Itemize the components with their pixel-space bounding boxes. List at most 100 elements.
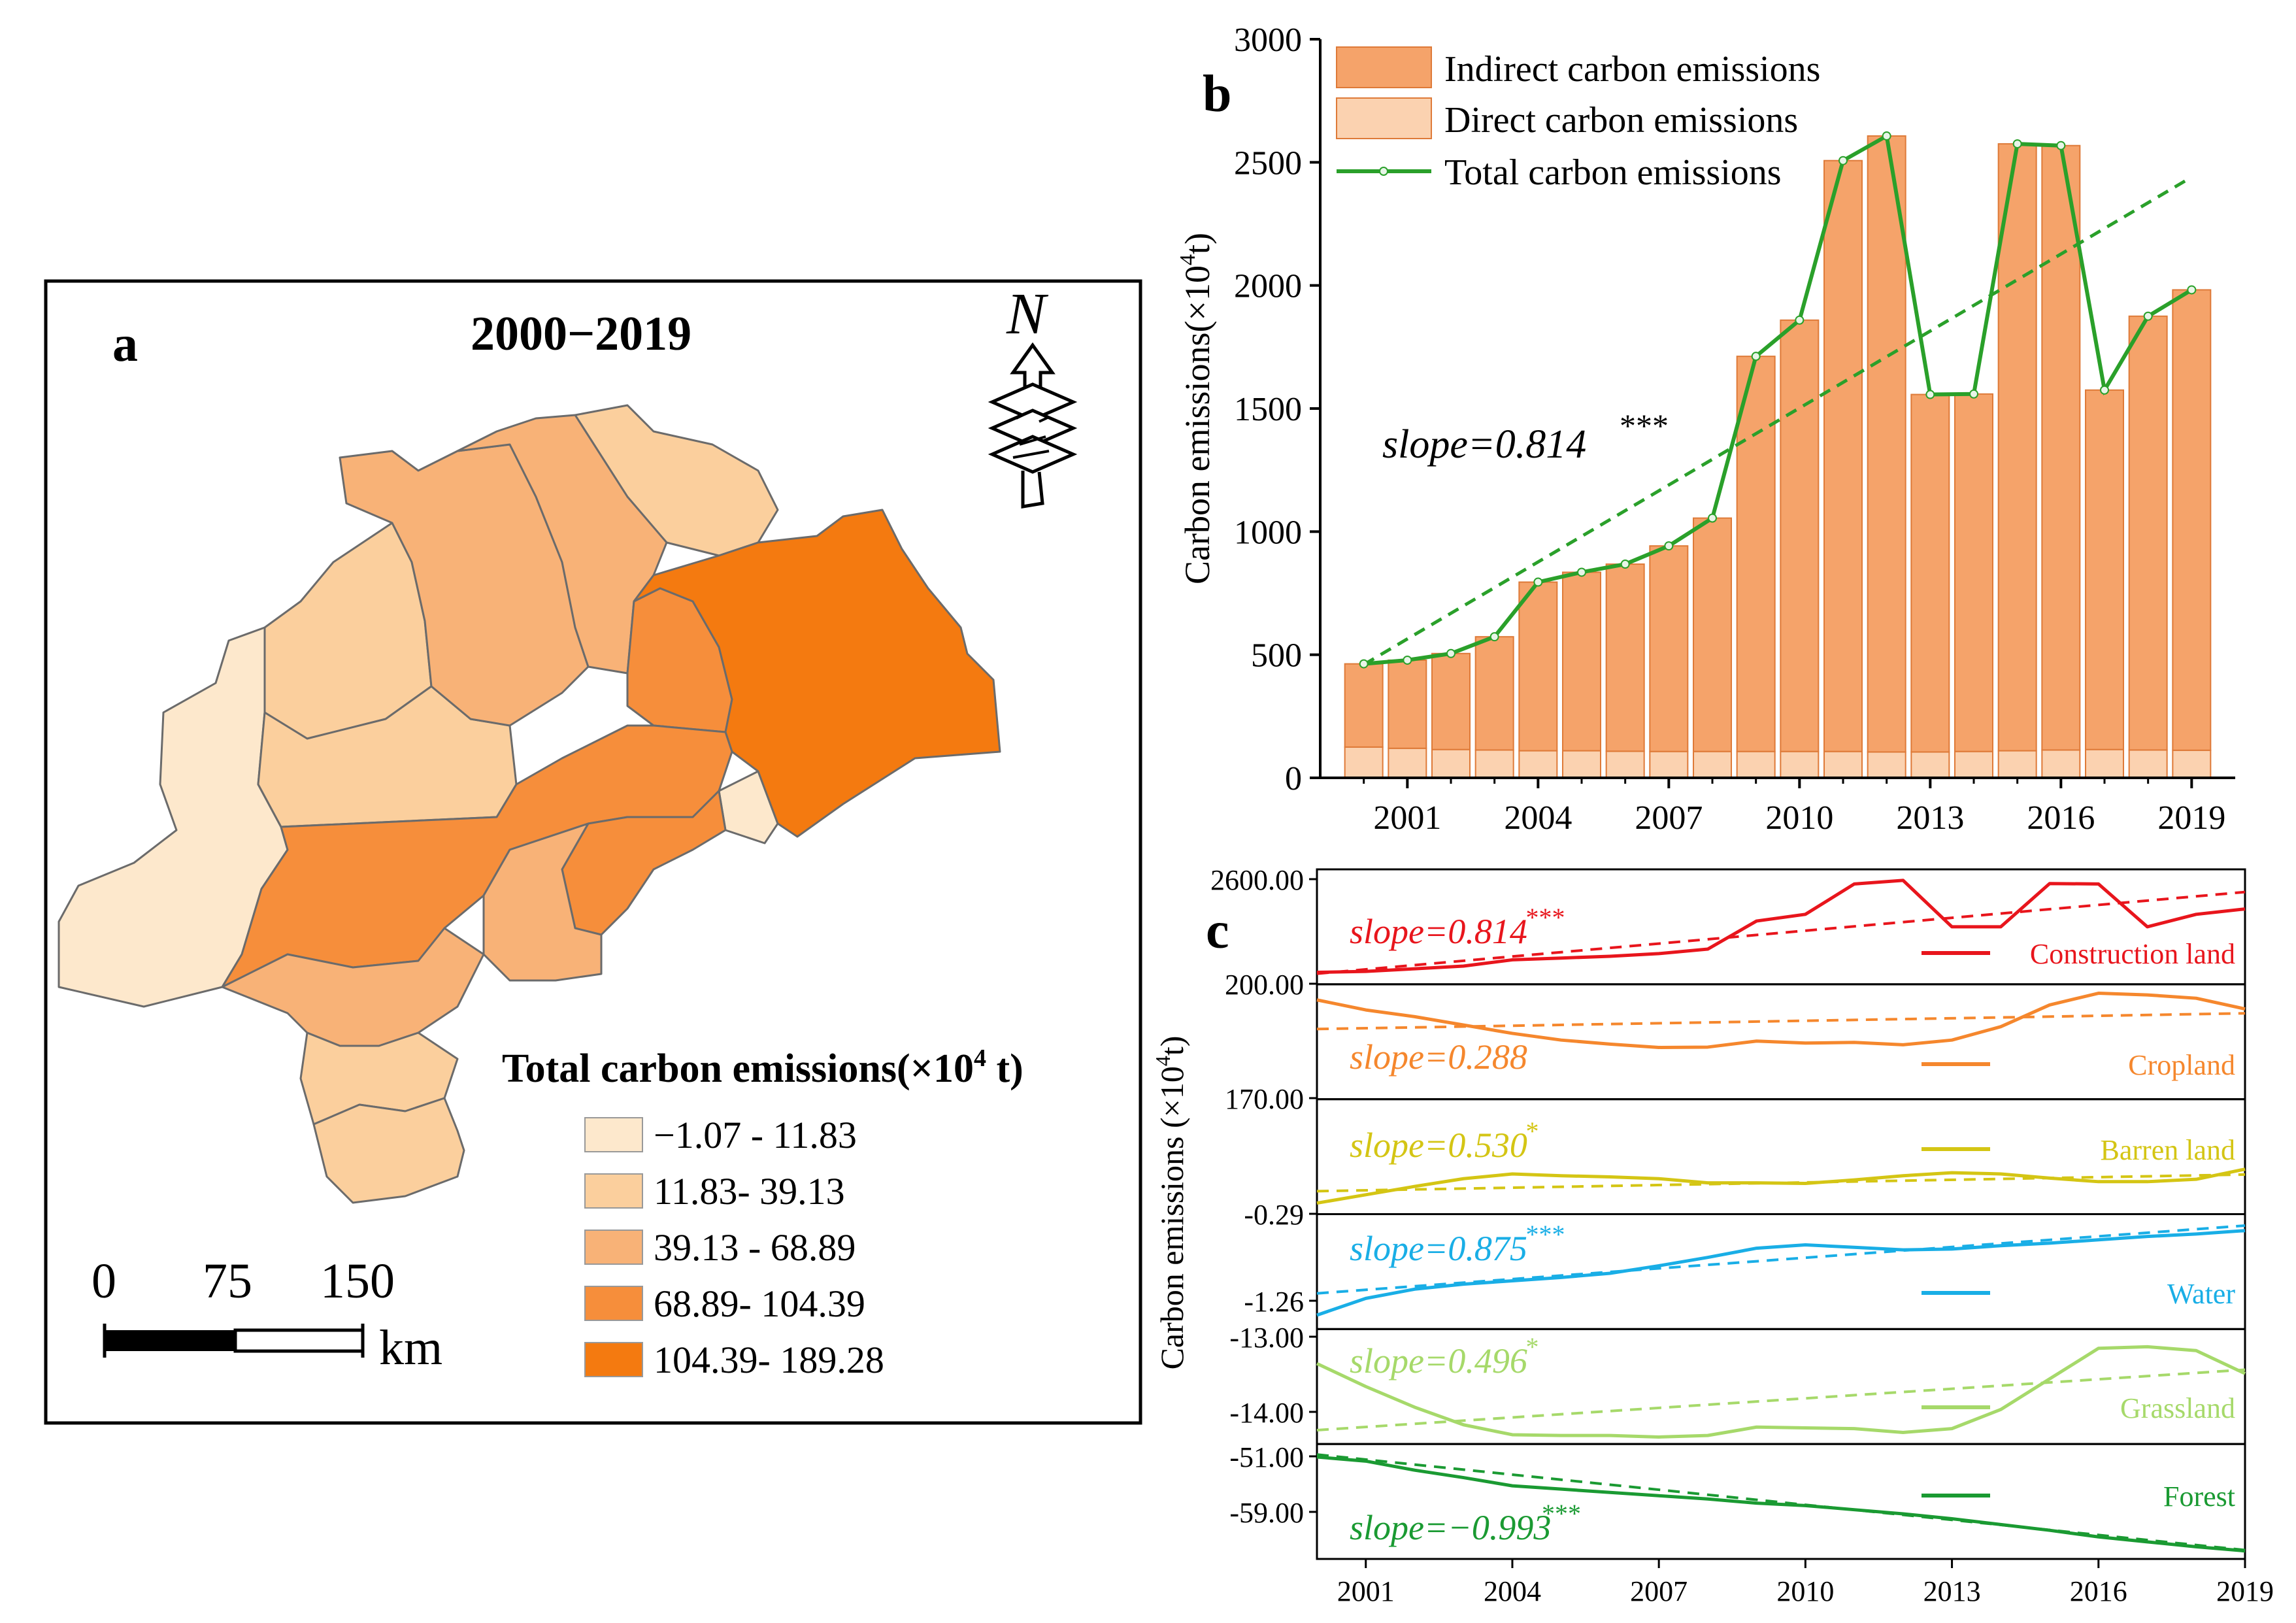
- bar-indirect-2018: [2128, 315, 2168, 751]
- legend-label-2: 11.83- 39.13: [654, 1170, 845, 1213]
- ytick-label-500: 500: [1251, 637, 1302, 675]
- bar-indirect-2016: [2041, 144, 2081, 751]
- bar-direct-2006: [1605, 750, 1645, 778]
- ytick-label: -51.00: [1229, 1441, 1304, 1473]
- scale-bar: 0 75 150 km: [92, 1254, 442, 1375]
- region-north-mid-1: [339, 443, 590, 727]
- bar-direct-2000: [1344, 746, 1384, 778]
- legend-label: Barren land: [2101, 1134, 2235, 1166]
- bar-direct-2012: [1867, 751, 1906, 778]
- region-east: [633, 509, 1001, 838]
- bar-direct-2001: [1388, 747, 1427, 779]
- xtick-label-2007: 2007: [1635, 799, 1703, 837]
- scale-tick-75: 75: [203, 1254, 252, 1309]
- bar-indirect-2019: [2172, 289, 2212, 751]
- ylabel: Carbon emissions (×104t): [1151, 1036, 1190, 1370]
- series-line: [1316, 1345, 2246, 1439]
- total-point-2004: [1533, 577, 1543, 587]
- trend-line: [1316, 1173, 2246, 1193]
- subplot-construction-land: 2600.00 slope=0.814*** Construction land: [1210, 864, 2246, 986]
- bar-direct-2014: [1954, 750, 1993, 778]
- bar-indirect-2009: [1736, 356, 1776, 752]
- bar-direct-2004: [1518, 750, 1558, 778]
- total-point-2019: [2187, 285, 2197, 295]
- ytick-label: -1.26: [1244, 1286, 1304, 1318]
- ylabel-end: t): [1154, 1036, 1190, 1056]
- map-regions: [58, 404, 1001, 1204]
- map-legend-title: Total carbon emissions(×104 t): [502, 1045, 1023, 1091]
- bar-indirect-2014: [1954, 393, 1993, 752]
- xtick-label-2013: 2013: [1896, 799, 1964, 837]
- legend-label-direct: Direct carbon emissions: [1444, 100, 1798, 141]
- north-label: N: [1006, 282, 1049, 346]
- subplot-barren-land: 170.00 slope=0.530* Barren land: [1225, 1083, 2246, 1215]
- bar-indirect-2008: [1693, 517, 1732, 752]
- xtick-label-2001: 2001: [1373, 799, 1441, 837]
- bar-direct-2002: [1431, 748, 1471, 779]
- region-south-mid: [482, 822, 603, 982]
- bar-indirect-2001: [1388, 659, 1427, 749]
- total-point-2005: [1577, 567, 1586, 577]
- total-point-2013: [1925, 390, 1935, 399]
- bar-indirect-2007: [1649, 545, 1689, 752]
- bar-indirect-2004: [1518, 581, 1558, 752]
- series-line: [1316, 1455, 2246, 1553]
- ytick-label-1000: 1000: [1234, 514, 1302, 551]
- total-point-2016: [2056, 141, 2066, 150]
- legend-swatch-4: [584, 1286, 643, 1321]
- slope-stars: ***: [1542, 1499, 1581, 1528]
- ytick-label: -59.00: [1229, 1497, 1304, 1529]
- ytick-label-2500: 2500: [1234, 144, 1302, 182]
- bar-indirect-2003: [1474, 636, 1514, 751]
- bar-indirect-2012: [1867, 135, 1906, 753]
- trend-line: [1363, 175, 2193, 666]
- slope-stars: *: [1526, 1116, 1539, 1146]
- slope-label: slope=0.530: [1350, 1126, 1527, 1165]
- series-line: [1316, 992, 2246, 1049]
- ytick-label-3000: 3000: [1234, 22, 1302, 59]
- xtick-label-2004: 2004: [1484, 1575, 1541, 1607]
- region-south-2: [312, 1097, 465, 1204]
- legend-label: Water: [2167, 1278, 2235, 1310]
- subplot-frame: [1316, 1443, 2246, 1560]
- subplot-cropland: 200.00 slope=0.288 Cropland: [1225, 969, 2246, 1101]
- ylabel-main: Carbon emissions(×10: [1178, 265, 1217, 584]
- legend-swatch-5: [584, 1342, 643, 1377]
- xtick-label-2004: 2004: [1504, 799, 1572, 837]
- total-point-2009: [1751, 352, 1761, 361]
- map-title: 2000−2019: [471, 307, 691, 361]
- panel-a: a 2000−2019 N: [44, 279, 1142, 1425]
- trend-line: [1316, 890, 2246, 975]
- slope-stars: ***: [1526, 903, 1565, 932]
- subplot-water: -0.29 -1.26 slope=0.875*** Water: [1244, 1199, 2246, 1330]
- bar-direct-2009: [1736, 750, 1776, 778]
- panel-c-label: c: [1206, 902, 1229, 960]
- scale-tick-150: 150: [320, 1254, 395, 1309]
- ytick-label: -0.29: [1244, 1199, 1304, 1231]
- bar-indirect-2010: [1780, 319, 1820, 752]
- ytick-label: -13.00: [1229, 1322, 1304, 1354]
- series-line: [1316, 878, 2246, 975]
- north-arrow-icon: N: [988, 282, 1078, 509]
- total-point-2002: [1446, 648, 1456, 658]
- legend-label: Forest: [2163, 1481, 2235, 1513]
- bar-indirect-2006: [1605, 563, 1645, 752]
- total-point-2014: [1969, 389, 1978, 399]
- legend-label: Grassland: [2120, 1392, 2235, 1424]
- legend-swatch-3: [584, 1230, 643, 1265]
- total-point-2007: [1664, 541, 1674, 551]
- panel-a-label: a: [112, 315, 138, 372]
- subplot-grassland: -13.00 -14.00 slope=0.496* Grassland: [1229, 1322, 2246, 1445]
- scale-unit: km: [379, 1320, 442, 1375]
- map-legend: −1.07 - 11.83 11.83- 39.13 39.13 - 68.89 68…: [584, 1114, 884, 1381]
- xtick-label-2001: 2001: [1337, 1575, 1395, 1607]
- slope-label: slope=0.875: [1350, 1229, 1527, 1268]
- slope-label: slope=−0.993: [1350, 1508, 1551, 1547]
- ylabel: Carbon emissions(×104t): [1176, 233, 1217, 584]
- panel-b: 0 500 1000 1500 2000 2500 3000 2001 2004 2007 2010…: [1176, 22, 2235, 837]
- legend-swatch-2: [584, 1173, 643, 1209]
- series-line: [1316, 1167, 2246, 1205]
- trend-line: [1316, 1224, 2246, 1295]
- scale-tick-0: 0: [92, 1254, 116, 1309]
